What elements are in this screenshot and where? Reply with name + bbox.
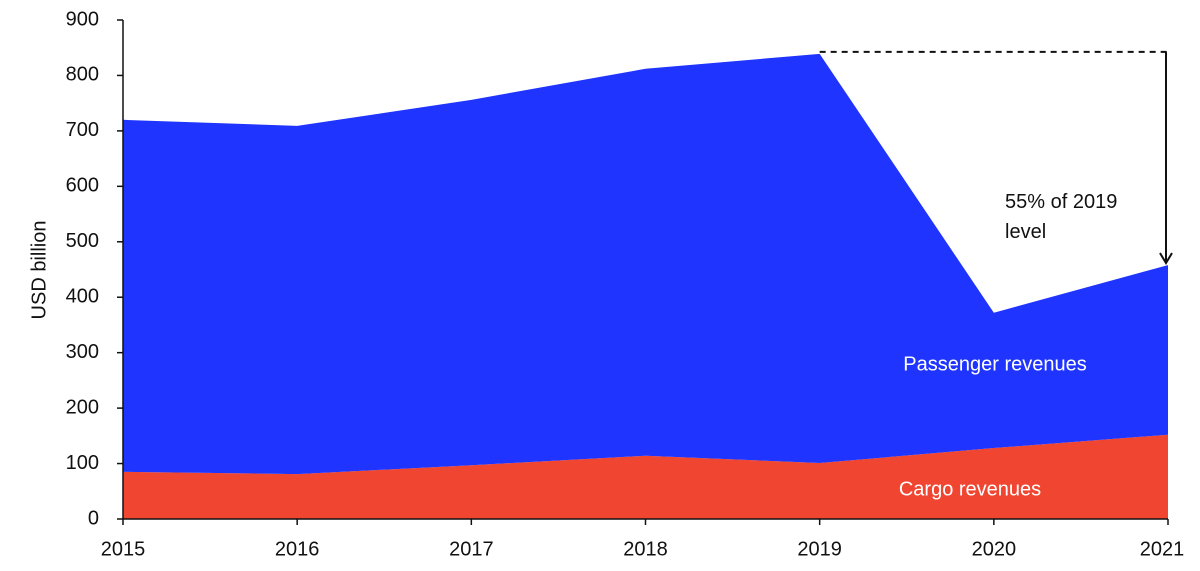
y-tick-label: 500 xyxy=(66,230,99,252)
x-tick-label: 2019 xyxy=(797,538,842,560)
y-tick-label: 400 xyxy=(66,286,99,308)
series-label: Cargo revenues xyxy=(899,478,1041,500)
x-tick-label: 2016 xyxy=(275,538,320,560)
y-tick-label: 900 xyxy=(66,8,99,30)
x-tick-label: 2015 xyxy=(101,538,146,560)
y-axis-label: USD billion xyxy=(28,221,50,320)
y-tick-label: 100 xyxy=(66,452,99,474)
y-tick-label: 700 xyxy=(66,119,99,141)
y-tick-label: 0 xyxy=(88,507,99,529)
y-tick-label: 800 xyxy=(66,64,99,86)
x-tick-label: 2020 xyxy=(972,538,1017,560)
y-tick-label: 300 xyxy=(66,341,99,363)
area xyxy=(123,434,1168,519)
y-tick-label: 200 xyxy=(66,396,99,418)
annotation: 55% of 2019 level xyxy=(1005,191,1118,243)
arrow-head xyxy=(1159,252,1173,266)
area xyxy=(123,53,1168,475)
x-tick-label: 2021 xyxy=(1140,538,1185,560)
x-tick-label: 2017 xyxy=(449,538,494,560)
x-tick-label: 2018 xyxy=(623,538,668,560)
y-tick-label: 600 xyxy=(66,175,99,197)
series-label: Passenger revenues xyxy=(903,353,1086,375)
